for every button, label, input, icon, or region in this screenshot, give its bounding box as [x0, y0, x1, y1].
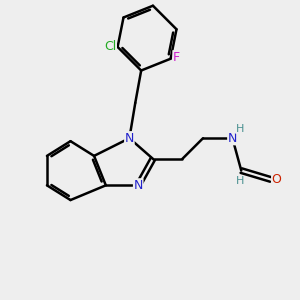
Text: H: H — [236, 124, 244, 134]
Text: O: O — [272, 173, 281, 186]
Text: H: H — [236, 176, 244, 186]
Text: F: F — [173, 51, 180, 64]
Text: N: N — [228, 132, 237, 145]
Text: N: N — [125, 132, 134, 145]
Text: N: N — [134, 179, 143, 192]
Text: Cl: Cl — [104, 40, 116, 53]
